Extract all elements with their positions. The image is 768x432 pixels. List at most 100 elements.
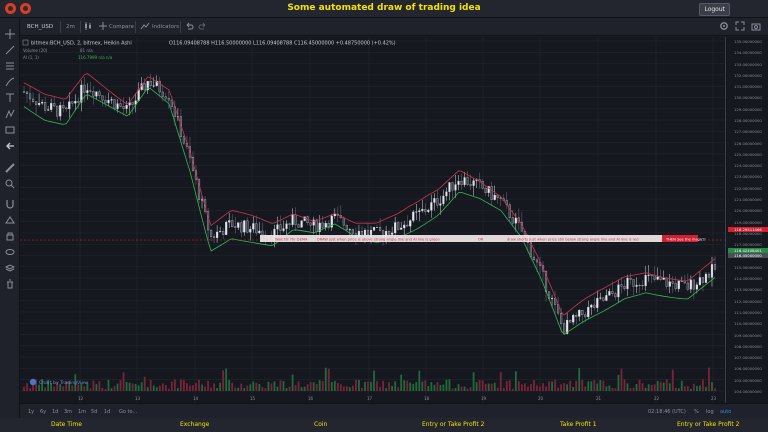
trend-line-icon[interactable] (5, 40, 15, 55)
symbol-search[interactable]: BCH_USD (27, 24, 54, 30)
gear-icon[interactable] (719, 21, 729, 33)
percent-toggle[interactable]: % (694, 409, 699, 415)
snapshot-icon[interactable] (751, 21, 761, 33)
volume-bar (249, 384, 252, 391)
chart-style-icon[interactable] (84, 21, 92, 33)
lock-icon[interactable] (5, 226, 15, 241)
volume-bar (527, 386, 529, 391)
price-chart[interactable]: 12 13 14 15 16 17 18 19 20 21 22 23 Wait till 7hr D… (20, 37, 725, 403)
fullscreen-icon[interactable] (735, 21, 745, 33)
volume-bar (584, 386, 587, 391)
undo-icon[interactable] (184, 21, 194, 33)
candle-body (59, 105, 62, 117)
time-tick-label: 19 (481, 396, 487, 401)
volume-bar (590, 381, 593, 391)
indicators-button[interactable]: Indicators (152, 24, 180, 30)
volume-bar (711, 382, 713, 391)
range-1d-b[interactable]: 1d (104, 409, 111, 415)
volume-bar (38, 384, 40, 391)
price-tick-label: 125.00000000 (734, 151, 762, 157)
layers-icon[interactable] (4, 258, 16, 272)
volume-bar (508, 380, 511, 391)
compare-button[interactable]: Compare (109, 24, 134, 30)
crosshair-icon[interactable] (5, 24, 15, 39)
indicators-icon[interactable] (140, 21, 150, 33)
volume-bar (575, 380, 578, 391)
candle-body (294, 214, 297, 225)
visibility-icon[interactable] (5, 242, 15, 255)
range-5d[interactable]: 5d (91, 409, 98, 415)
volume-bar (367, 381, 369, 391)
candle-body (602, 297, 605, 301)
trash-icon[interactable] (5, 274, 15, 289)
volume-bar (348, 387, 351, 391)
candle-body (617, 284, 620, 298)
range-1m[interactable]: 1m (78, 409, 87, 415)
log-toggle[interactable]: log (706, 409, 714, 415)
volume-bar (424, 380, 427, 391)
volume-bar (264, 388, 267, 391)
price-axis[interactable]: 135.00000000 134.00000000 133.00000000 132.… (725, 37, 768, 403)
volume-bar (176, 388, 179, 391)
volume-bar (77, 384, 80, 391)
stay-drawing-icon[interactable] (5, 210, 15, 224)
candle-body (312, 219, 315, 226)
volume-bar (324, 367, 327, 391)
volume-bar (339, 384, 342, 391)
page-title: Some automated draw of trading idea (287, 3, 481, 13)
back-arrow-icon[interactable] (5, 136, 15, 150)
menu-toggle-icon[interactable] (5, 3, 16, 14)
volume-bar (505, 381, 508, 391)
candle-body (635, 284, 638, 287)
volume-bar (56, 382, 59, 391)
candle-body (442, 195, 445, 204)
candle-body (593, 304, 596, 308)
candle-body (403, 224, 406, 229)
candle-body (433, 198, 436, 203)
candlestick-plot[interactable]: 12 13 14 15 16 17 18 19 20 21 22 23 Wait till 7hr D… (20, 37, 725, 403)
volume-bar (210, 387, 212, 391)
range-6y[interactable]: 6y (40, 409, 47, 415)
redo-icon[interactable] (198, 21, 208, 33)
auto-toggle[interactable]: auto (720, 409, 732, 415)
volume-bar (614, 388, 617, 391)
magnet-icon[interactable] (5, 194, 15, 209)
compare-icon[interactable] (98, 21, 108, 33)
brush-icon[interactable] (5, 72, 15, 87)
range-1y[interactable]: 1y (28, 409, 35, 415)
prediction-icon[interactable] (5, 120, 15, 134)
candle-body (62, 105, 65, 109)
volume-bar (240, 383, 243, 391)
volume-bar (514, 371, 517, 391)
interval-selector[interactable]: 2m (66, 24, 75, 30)
candle-body (297, 224, 300, 228)
goto-button[interactable]: Go to... (119, 409, 138, 415)
volume-bar (439, 384, 442, 391)
ruler-icon[interactable] (5, 158, 15, 173)
candle-body (315, 219, 318, 232)
volume-bar (134, 383, 137, 391)
volume-bar (674, 387, 677, 391)
volume-bar (605, 386, 608, 391)
candle-body (50, 103, 53, 110)
logout-button[interactable]: Logout (699, 3, 730, 16)
volume-bar (128, 382, 131, 391)
zoom-icon[interactable] (5, 174, 15, 189)
settings-toggle-icon[interactable] (20, 3, 31, 14)
fib-icon[interactable] (5, 56, 15, 70)
volume-bar (110, 388, 113, 391)
volume-bar (276, 386, 279, 391)
price-tick-label: 104.00000000 (734, 389, 762, 394)
volume-bar (192, 385, 194, 391)
pattern-icon[interactable] (5, 104, 15, 119)
candle-body (25, 91, 29, 95)
range-3m[interactable]: 3m (64, 409, 73, 415)
candle-body (86, 90, 89, 93)
candle-body (255, 223, 258, 234)
text-icon[interactable] (5, 88, 15, 102)
volume-bar (629, 388, 632, 391)
price-badge-ai: 116.42408401 (728, 248, 768, 254)
price-tick-label: 134.00000000 (734, 50, 762, 56)
volume-bar (433, 384, 436, 391)
range-1d-a[interactable]: 1d (52, 409, 59, 415)
